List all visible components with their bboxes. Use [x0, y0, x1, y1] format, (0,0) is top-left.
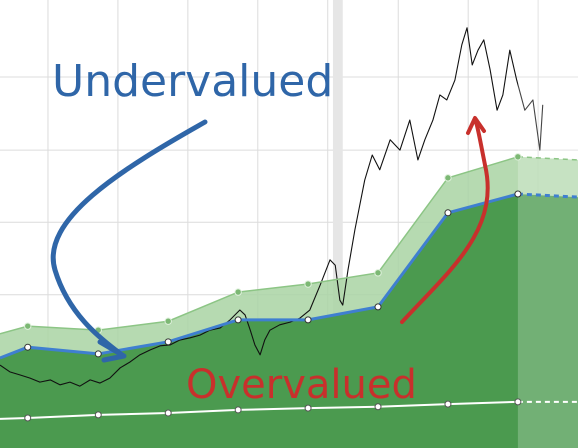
floor-point [304, 404, 312, 412]
fair-value-point [304, 316, 312, 324]
fair-value-line [517, 192, 578, 199]
upper-band-point [304, 280, 312, 288]
arrow [400, 120, 490, 324]
fair-value-point [164, 338, 172, 346]
upper-band-point [444, 174, 452, 182]
annotations: Undervalued Overvalued [50, 56, 490, 408]
arrowhead [466, 116, 486, 135]
fair-value-point [94, 350, 102, 358]
floor-point [164, 409, 172, 417]
fair-value-point [444, 209, 452, 217]
floor-point [444, 400, 452, 408]
floor-point [94, 411, 102, 419]
upper-band-point [24, 322, 32, 330]
floor-point [514, 398, 522, 406]
fair-value-point [514, 190, 522, 198]
arrowhead [97, 339, 127, 363]
upper-band-point [234, 288, 242, 296]
floor-point [234, 406, 242, 414]
fair-value-point [24, 343, 32, 351]
upper-band-point [164, 317, 172, 325]
floor-point [374, 403, 382, 411]
price-line [0, 27, 544, 387]
floor-point [24, 414, 32, 422]
upper-band-area [0, 156, 578, 358]
fair-value-point [234, 316, 242, 324]
annotation: Undervalued [52, 56, 333, 107]
upper-band-line [517, 156, 578, 161]
fair-value-point [374, 303, 382, 311]
arrow [50, 119, 208, 358]
shaded-range [332, 0, 343, 448]
annotation: Overvalued [186, 362, 417, 408]
upper-band-point [514, 153, 522, 161]
upper-band-point [374, 269, 382, 277]
forecast-region [517, 0, 578, 448]
